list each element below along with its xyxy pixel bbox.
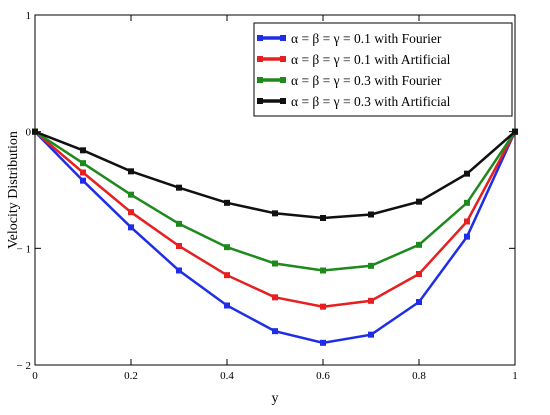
data-point xyxy=(176,220,182,227)
data-point xyxy=(80,169,86,176)
data-point xyxy=(128,209,134,216)
legend-marker xyxy=(280,77,286,83)
legend-item: α = β = γ = 0.3 with Fourier xyxy=(257,73,442,88)
data-point xyxy=(176,267,182,274)
series-layer xyxy=(32,128,518,346)
data-point xyxy=(128,191,134,198)
x-axis-label: y xyxy=(272,391,279,406)
x-tick-label: 0.2 xyxy=(124,370,138,382)
data-point xyxy=(464,170,470,177)
data-point xyxy=(272,260,278,267)
data-point xyxy=(272,210,278,217)
data-point xyxy=(464,233,470,240)
legend-marker xyxy=(257,77,263,83)
x-tick-label: 0 xyxy=(32,370,38,382)
data-point xyxy=(320,215,326,221)
data-point xyxy=(224,302,230,309)
legend-marker xyxy=(257,35,263,41)
y-axis-ticks: − 2 − 1 0 1 xyxy=(17,10,515,372)
data-point xyxy=(368,331,374,338)
y-tick-label: 0 xyxy=(26,127,32,139)
legend-label: α = β = γ = 0.1 with Artificial xyxy=(291,52,451,67)
legend-marker xyxy=(257,56,263,62)
data-point xyxy=(32,128,38,135)
legend: α = β = γ = 0.1 with Fourier α = β = γ = … xyxy=(253,22,513,117)
data-point xyxy=(320,339,326,346)
series-line xyxy=(34,130,517,308)
x-tick-label: 0.8 xyxy=(412,370,426,382)
data-point xyxy=(272,328,278,335)
data-point xyxy=(368,297,374,304)
data-point xyxy=(128,224,134,231)
data-point xyxy=(512,128,518,135)
legend-label: α = β = γ = 0.3 with Artificial xyxy=(291,94,451,109)
data-point xyxy=(416,299,422,305)
data-point xyxy=(176,184,182,191)
data-point xyxy=(128,168,134,175)
series-line xyxy=(34,130,517,345)
data-point xyxy=(464,199,470,206)
x-tick-label: 0.6 xyxy=(316,370,330,382)
x-axis-ticks: 0 0.2 0.4 0.6 0.8 1 xyxy=(32,15,518,382)
y-axis-label: Velocity Distribution xyxy=(6,131,21,249)
data-point xyxy=(80,177,86,184)
data-point xyxy=(224,272,230,279)
series-line xyxy=(34,130,517,272)
plot-frame xyxy=(34,14,516,366)
data-point xyxy=(368,262,374,269)
legend-marker xyxy=(280,98,286,104)
legend-item: α = β = γ = 0.1 with Artificial xyxy=(257,52,451,67)
data-point xyxy=(320,267,326,274)
data-point xyxy=(464,218,470,225)
data-point xyxy=(224,244,230,251)
series-2 xyxy=(32,128,518,310)
x-tick-label: 0.4 xyxy=(220,370,234,382)
legend-label: α = β = γ = 0.3 with Fourier xyxy=(291,73,442,88)
data-point xyxy=(320,303,326,310)
legend-marker xyxy=(257,98,263,104)
data-point xyxy=(224,199,230,206)
data-point xyxy=(368,211,374,218)
data-point xyxy=(80,160,86,167)
legend-box xyxy=(253,22,513,117)
y-tick-label: − 1 xyxy=(17,243,31,255)
legend-marker xyxy=(280,35,286,41)
data-point xyxy=(272,294,278,301)
data-point xyxy=(416,271,422,277)
y-tick-label: − 2 xyxy=(17,360,31,372)
data-point xyxy=(176,243,182,249)
legend-marker xyxy=(280,56,286,62)
data-point xyxy=(416,241,422,248)
data-point xyxy=(416,198,422,205)
legend-label: α = β = γ = 0.1 with Fourier xyxy=(291,31,442,46)
y-tick-label: 1 xyxy=(26,10,32,22)
x-tick-label: 1 xyxy=(512,370,518,382)
series-4 xyxy=(32,128,518,221)
legend-item: α = β = γ = 0.3 with Artificial xyxy=(257,94,451,109)
data-point xyxy=(80,147,86,154)
legend-item: α = β = γ = 0.1 with Fourier xyxy=(257,31,442,46)
